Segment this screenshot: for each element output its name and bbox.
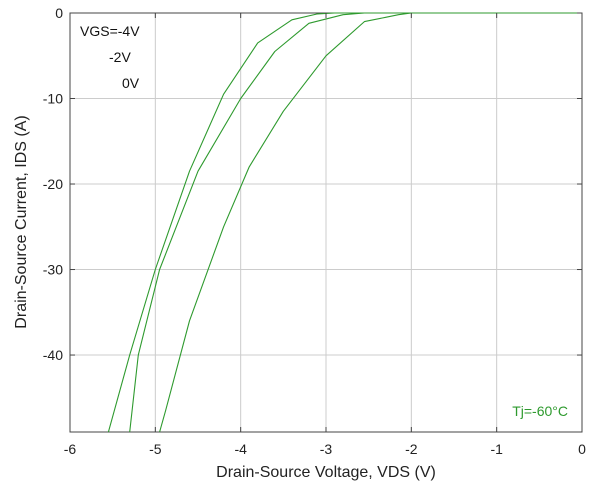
x-tick-label: -2	[405, 441, 418, 457]
tick-marks	[69, 12, 583, 432]
legend-entry-minus2: -2V	[109, 49, 131, 65]
x-tick-label: -5	[149, 441, 162, 457]
series-layer	[107, 12, 582, 433]
legend-entry-0v: 0V	[122, 75, 140, 91]
y-axis-title: Drain-Source Current, IDS (A)	[13, 115, 30, 328]
y-tick-labels: 0 -10 -20 -30 -40	[43, 5, 63, 363]
x-tick-label: -1	[490, 441, 503, 457]
x-tick-label: -3	[320, 441, 333, 457]
series-line-2	[159, 12, 582, 433]
y-tick-label: -30	[43, 262, 63, 278]
y-tick-label: -40	[43, 347, 63, 363]
legend-entry-vgs-minus4: VGS=-4V	[80, 23, 140, 39]
y-tick-label: -20	[43, 176, 63, 192]
temperature-annotation: Tj=-60°C	[512, 403, 568, 419]
x-tick-label: -6	[64, 441, 77, 457]
x-tick-label: 0	[578, 441, 586, 457]
y-tick-label: -10	[43, 91, 63, 107]
x-tick-label: -4	[234, 441, 247, 457]
x-tick-labels: -6 -5 -4 -3 -2 -1 0	[64, 441, 586, 457]
y-tick-label: 0	[55, 5, 63, 21]
series-line-1	[129, 12, 582, 433]
x-axis-title: Drain-Source Voltage, VDS (V)	[216, 464, 436, 481]
legend: VGS=-4V -2V 0V	[80, 23, 140, 91]
grid	[70, 13, 582, 432]
